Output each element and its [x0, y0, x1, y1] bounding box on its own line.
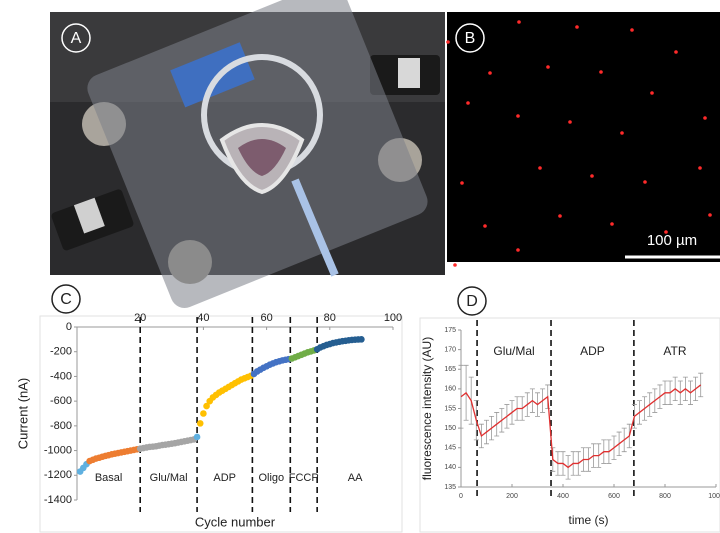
panel-label: C: [60, 291, 72, 308]
chart-frame: [419, 317, 720, 533]
phase-label: ADP: [580, 344, 605, 358]
y-tick-label: 150: [444, 425, 456, 432]
y-tick-label: 160: [444, 386, 456, 393]
y-tick-label: -1000: [44, 444, 72, 456]
panel-label: B: [465, 30, 476, 47]
scale-bar-label: 100 µm: [647, 232, 697, 249]
y-tick-label: 135: [444, 484, 456, 491]
y-tick-label: -200: [50, 346, 72, 358]
panel-label-c: C: [51, 284, 81, 314]
chart-frame: [39, 315, 403, 533]
y-tick-label: 140: [444, 464, 456, 471]
panel-label-b: B: [455, 23, 485, 53]
y-tick-label: -1400: [44, 494, 72, 506]
phase-label: AA: [348, 472, 363, 484]
panel-label-a: A: [61, 23, 91, 53]
x-axis-label: Cycle number: [195, 514, 276, 529]
data-point: [193, 433, 201, 441]
data-point: [196, 420, 204, 427]
data-point: [200, 410, 207, 417]
x-tick-label: 600: [608, 493, 620, 500]
x-tick-label: 1000: [708, 493, 720, 500]
x-tick-label: 60: [260, 312, 272, 324]
y-tick-label: -600: [50, 395, 72, 407]
y-tick-label: 170: [444, 346, 456, 353]
x-tick-label: 80: [324, 312, 336, 324]
y-tick-label: 165: [444, 366, 456, 373]
phase-label: Basal: [95, 472, 123, 484]
phase-label: ADP: [213, 472, 236, 484]
line: [460, 384, 702, 469]
x-axis-label: time (s): [569, 513, 609, 527]
panel-label-d: D: [457, 286, 487, 316]
x-tick-label: 0: [459, 493, 463, 500]
x-tick-label: 40: [197, 312, 209, 324]
y-axis-label: Current (nA): [15, 378, 30, 450]
data-point: [358, 336, 365, 343]
panel-label: A: [71, 30, 82, 47]
photo-device: [50, 0, 445, 308]
y-tick-label: -800: [50, 420, 72, 432]
y-axis-label: fluorescence intensity (AU): [420, 337, 434, 480]
data-point: [203, 402, 210, 410]
y-tick-label: 175: [444, 327, 456, 334]
x-tick-label: 400: [557, 493, 569, 500]
microscopy-image: 100 µm: [446, 12, 720, 267]
y-tick-label: -400: [50, 370, 72, 382]
y-tick-label: 0: [66, 321, 72, 333]
x-tick-label: 200: [506, 493, 518, 500]
panel-label: D: [466, 293, 478, 310]
phase-label: FCCP: [289, 472, 319, 484]
phase-label: ATR: [663, 344, 686, 358]
x-tick-label: 800: [659, 493, 671, 500]
y-tick-label: 145: [444, 445, 456, 452]
x-tick-label: 100: [384, 312, 402, 324]
y-tick-label: -1200: [44, 469, 72, 481]
phase-label: Glu/Mal: [493, 344, 534, 358]
y-tick-label: 155: [444, 405, 456, 412]
phase-label: Glu/Mal: [150, 472, 188, 484]
phase-label: Oligo: [258, 472, 284, 484]
